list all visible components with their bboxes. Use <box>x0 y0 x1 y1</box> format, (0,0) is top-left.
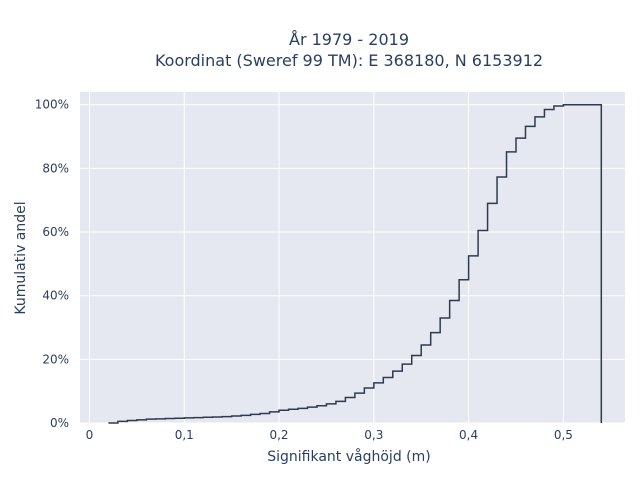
x-tick-label: 0,5 <box>554 428 573 442</box>
plot-area <box>80 92 625 423</box>
y-tick-label: 40% <box>42 289 69 303</box>
y-axis-label: Kumulativ andel <box>13 201 29 314</box>
x-tick-label: 0,4 <box>459 428 478 442</box>
y-tick-label: 100% <box>35 98 69 112</box>
y-axis-ticks: 0% 20% 40% 60% 80% 100% <box>35 98 69 430</box>
x-axis-label: Signifikant våghöjd (m) <box>267 448 430 465</box>
cdf-step-line <box>108 103 603 424</box>
y-tick-label: 80% <box>42 161 69 175</box>
x-tick-label: 0 <box>86 428 94 442</box>
y-tick-label: 0% <box>50 416 69 430</box>
chart-title-line2: Koordinat (Sweref 99 TM): E 368180, N 61… <box>155 51 543 70</box>
x-tick-label: 0,1 <box>175 428 194 442</box>
x-axis-ticks: 0 0,1 0,2 0,3 0,4 0,5 <box>86 428 573 442</box>
chart-title-line1: År 1979 - 2019 <box>289 30 409 49</box>
y-gridlines <box>80 104 625 424</box>
x-gridlines <box>88 92 564 423</box>
x-tick-label: 0,3 <box>364 428 383 442</box>
x-tick-label: 0,2 <box>269 428 288 442</box>
y-tick-label: 20% <box>42 352 69 366</box>
y-tick-label: 60% <box>42 225 69 239</box>
